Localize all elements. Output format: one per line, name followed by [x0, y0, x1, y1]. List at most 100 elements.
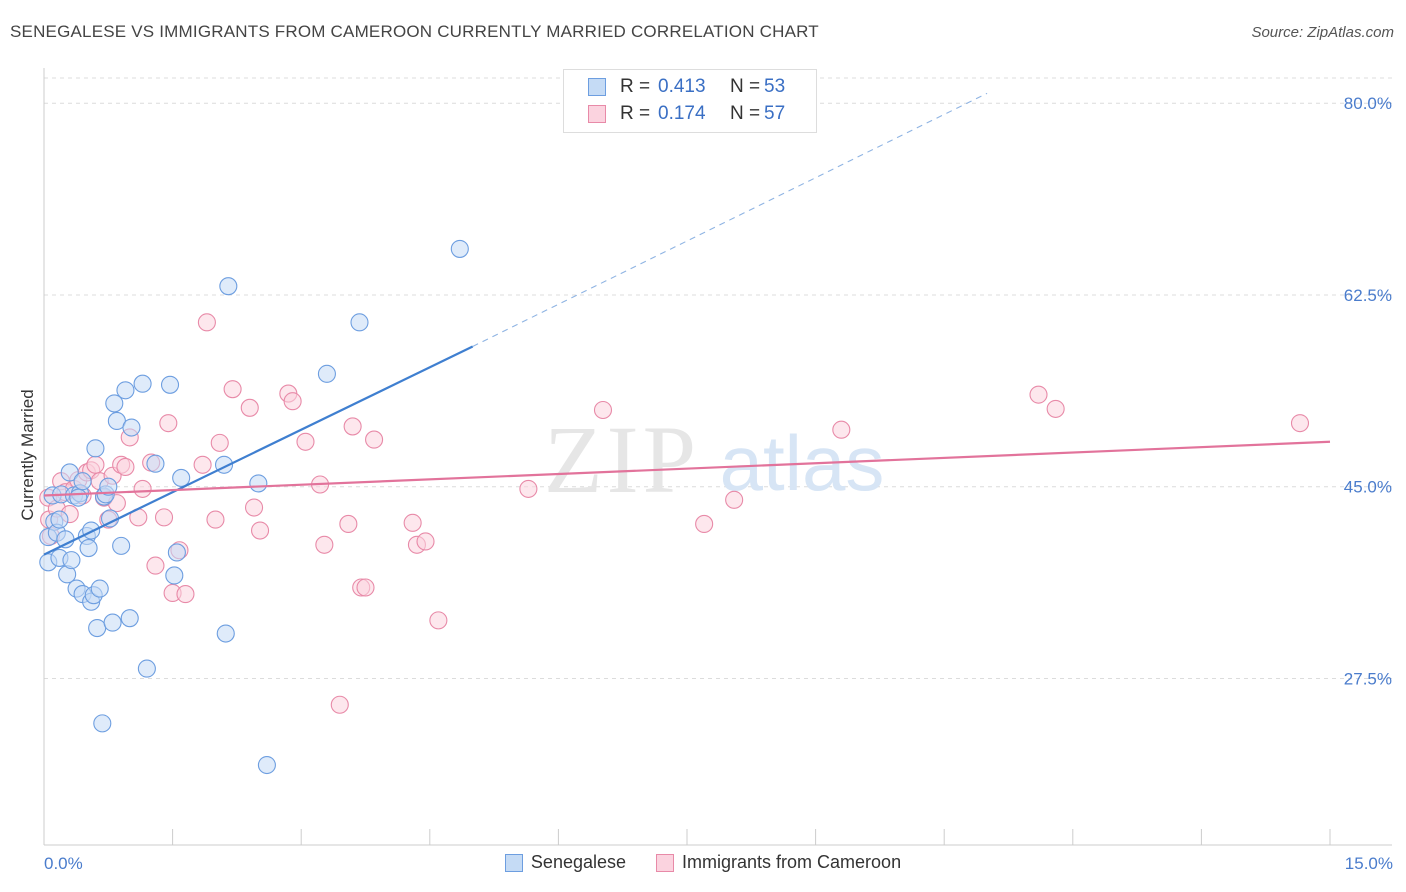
point-cameroon	[250, 521, 270, 540]
point-cameroon	[593, 400, 613, 420]
point-senegalese	[60, 463, 79, 482]
grid-lines	[44, 77, 1392, 679]
watermark: ZIP atlas	[544, 406, 884, 513]
stats-swatch-senegalese	[588, 78, 606, 96]
point-senegalese	[50, 510, 69, 529]
watermark-zip: ZIP	[544, 406, 700, 513]
point-cameroon	[283, 392, 302, 411]
point-cameroon	[133, 479, 152, 498]
point-senegalese	[69, 488, 88, 507]
point-cameroon	[154, 508, 174, 527]
point-senegalese	[99, 477, 118, 496]
point-cameroon	[1029, 385, 1048, 404]
trendline-cameroon	[43, 440, 1331, 497]
legend-item-cameroon[interactable]: Immigrants from Cameroon	[656, 852, 901, 873]
point-cameroon	[244, 498, 264, 517]
x-tick-label: 15.0%	[1345, 854, 1393, 873]
point-cameroon	[725, 490, 744, 509]
r-value: 0.174	[658, 103, 706, 124]
point-cameroon	[403, 513, 422, 532]
point-senegalese	[249, 474, 268, 493]
point-cameroon	[339, 514, 358, 534]
source-label: Source: ZipAtlas.com	[1251, 24, 1394, 41]
legend-swatch-senegalese	[504, 853, 523, 872]
trend-lines	[43, 92, 1331, 556]
trendline-senegalese	[43, 345, 474, 556]
stats-row-cameroon: R = 0.174 N = 57	[588, 103, 785, 125]
point-senegalese	[133, 374, 152, 393]
trendline-senegalese-extension	[472, 92, 988, 347]
point-cameroon	[240, 398, 259, 417]
point-cameroon	[356, 578, 375, 597]
point-senegalese	[93, 714, 112, 733]
point-senegalese	[216, 624, 235, 643]
point-senegalese	[73, 472, 92, 491]
point-cameroon	[1046, 399, 1065, 418]
point-senegalese	[160, 375, 180, 394]
point-senegalese	[167, 543, 186, 562]
point-cameroon	[695, 514, 714, 534]
axes	[43, 68, 1392, 846]
point-cameroon	[1290, 414, 1310, 433]
point-senegalese	[172, 468, 191, 487]
point-senegalese	[219, 277, 238, 296]
point-senegalese	[103, 613, 122, 632]
point-cameroon	[193, 455, 212, 474]
legend-item-senegalese[interactable]: Senegalese	[504, 852, 627, 873]
point-cameroon	[223, 380, 242, 399]
y-tick-label: 62.5%	[1344, 286, 1392, 305]
chart-legend: Senegalese Immigrants from Cameroon	[0, 852, 1406, 873]
point-cameroon	[159, 414, 178, 433]
point-cameroon	[86, 455, 105, 474]
tick-labels: 27.5% 45.0% 62.5% 80.0% 0.0% 15.0%	[44, 94, 1393, 873]
point-senegalese	[88, 618, 107, 638]
point-senegalese	[112, 536, 131, 555]
point-cameroon	[197, 313, 216, 332]
r-label: R =	[620, 76, 651, 97]
point-cameroon	[429, 611, 448, 630]
y-axis-label: Currently Married	[18, 389, 37, 521]
point-cameroon	[116, 457, 135, 477]
point-senegalese	[86, 439, 105, 458]
legend-label-senegalese: Senegalese	[530, 852, 627, 872]
point-senegalese	[90, 579, 109, 598]
point-senegalese	[165, 566, 184, 585]
n-label: N =	[730, 103, 761, 124]
y-tick-label: 27.5%	[1344, 669, 1392, 688]
chart-title: SENEGALESE VS IMMIGRANTS FROM CAMEROON C…	[10, 22, 819, 41]
n-value: 57	[764, 103, 786, 124]
stats-swatch-cameroon	[588, 105, 606, 123]
point-cameroon	[296, 432, 315, 451]
y-tick-label: 80.0%	[1344, 94, 1392, 113]
point-senegalese	[122, 418, 141, 437]
point-senegalese	[105, 394, 124, 413]
r-value: 0.413	[658, 76, 706, 97]
point-senegalese	[120, 609, 139, 628]
point-senegalese	[62, 551, 81, 570]
series-immigrants-from-cameroon	[39, 313, 1310, 714]
point-cameroon	[176, 585, 195, 604]
point-cameroon	[365, 430, 384, 449]
point-senegalese	[79, 539, 98, 558]
point-senegalese	[317, 364, 336, 383]
y-tick-label: 45.0%	[1344, 478, 1392, 497]
r-label: R =	[620, 103, 651, 124]
point-cameroon	[832, 420, 851, 439]
point-senegalese	[350, 313, 369, 332]
point-senegalese	[137, 659, 156, 678]
n-value: 53	[764, 76, 786, 97]
point-senegalese	[146, 454, 165, 473]
point-cameroon	[519, 479, 538, 498]
n-label: N =	[730, 76, 761, 97]
point-senegalese	[450, 239, 469, 258]
x-tick-label: 0.0%	[44, 854, 83, 873]
point-senegalese	[116, 381, 135, 400]
legend-label-cameroon: Immigrants from Cameroon	[682, 852, 902, 872]
point-cameroon	[210, 433, 229, 452]
stats-legend-box: R = 0.413 N = 53 R = 0.174 N = 57	[563, 69, 817, 133]
point-cameroon	[315, 535, 334, 554]
point-cameroon	[343, 417, 362, 436]
point-cameroon	[330, 695, 349, 714]
stats-row-senegalese: R = 0.413 N = 53	[588, 76, 785, 98]
